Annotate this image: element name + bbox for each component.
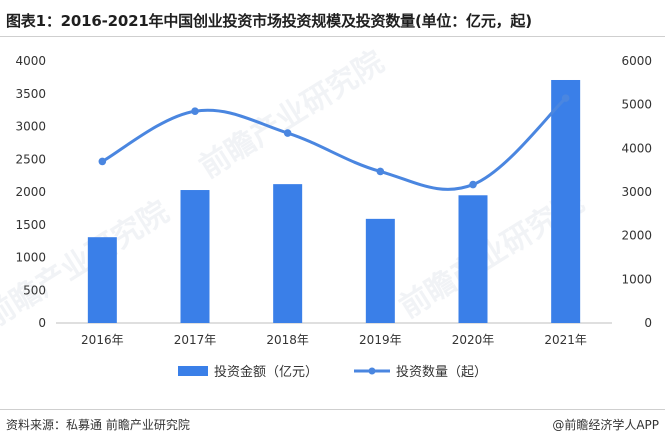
x-tick-label: 2019年 (359, 333, 402, 347)
bar (87, 237, 117, 323)
combo-chart: 0 500 1000 1500 2000 2500 3000 3500 4000 0 1000 200… (15, 54, 652, 347)
x-tick-label: 2018年 (266, 333, 309, 347)
chart-title: 图表1：2016-2021年中国创业投资市场投资规模及投资数量(单位：亿元，起) (6, 12, 532, 30)
line-point (191, 107, 199, 116)
footer-divider (0, 409, 665, 410)
series-line (101, 97, 567, 191)
legend-item-amount: 投资金额（亿元） (177, 361, 318, 380)
y-right-tick-label: 3000 (621, 185, 652, 199)
y-left-tick-label: 4000 (15, 54, 46, 68)
y-right-tick-label: 5000 (621, 98, 652, 112)
y-right-tick-label: 4000 (621, 141, 652, 155)
y-right-tick-label: 0 (644, 316, 652, 330)
x-tick-label: 2016年 (81, 333, 124, 347)
title-divider (0, 36, 665, 37)
y-left-tick-label: 1500 (15, 218, 46, 232)
y-left-tick-label: 2000 (15, 185, 46, 199)
chart-legend: 投资金额（亿元） 投资数量（起） (0, 361, 665, 380)
y-right-tick-label: 6000 (621, 54, 652, 68)
bar (458, 195, 488, 323)
y-left-tick-label: 2500 (15, 152, 46, 166)
legend-label-count: 投资数量（起） (396, 365, 488, 380)
line-point (283, 129, 292, 137)
y-left-tick-label: 3500 (15, 87, 46, 101)
y-left-tick-label: 1000 (15, 251, 46, 265)
bar (180, 190, 210, 323)
source-note: 资料来源：私募通 前瞻产业研究院 (6, 418, 190, 432)
line-point (561, 94, 570, 102)
y-right-tick-label: 1000 (621, 272, 652, 286)
y-left-tick-label: 0 (38, 316, 46, 330)
brand-credit: @前瞻经济学人APP (552, 418, 659, 432)
x-tick-label: 2017年 (174, 333, 217, 347)
y-right-tick-label: 2000 (621, 229, 652, 243)
legend-item-count: 投资数量（起） (354, 361, 487, 380)
line-point (376, 167, 385, 176)
y-left-tick-label: 3000 (15, 120, 46, 134)
bar (551, 79, 581, 324)
bar (273, 184, 303, 323)
line-point (469, 180, 477, 189)
legend-bar-swatch (177, 365, 208, 376)
legend-line-swatch (354, 367, 390, 374)
y-left-tick-label: 500 (23, 283, 46, 297)
x-tick-label: 2021年 (544, 333, 587, 347)
legend-label-amount: 投资金额（亿元） (213, 365, 318, 380)
x-tick-label: 2020年 (452, 333, 495, 347)
bar (365, 218, 395, 323)
line-point (98, 157, 107, 166)
